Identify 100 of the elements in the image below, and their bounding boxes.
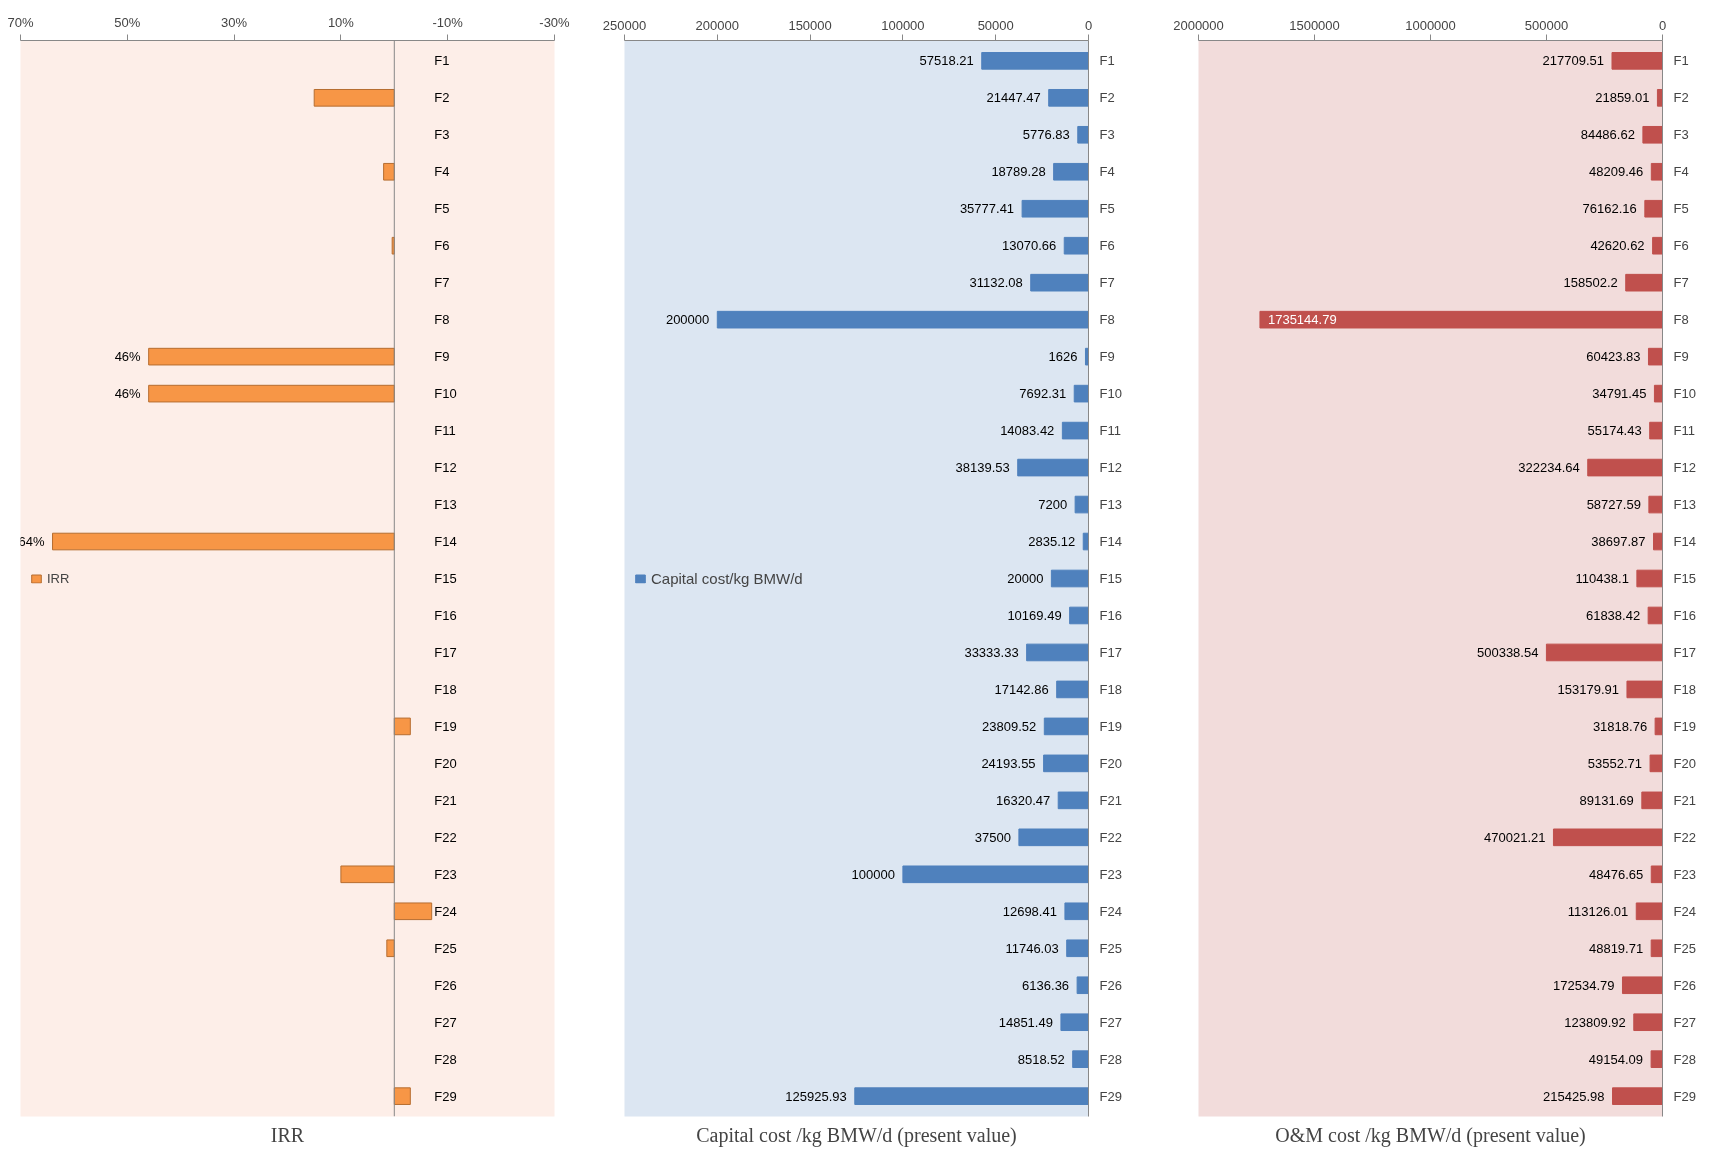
bar bbox=[313, 88, 395, 107]
bar bbox=[1650, 162, 1663, 181]
bar bbox=[1633, 1013, 1663, 1032]
y-tick-label: F1 bbox=[1099, 53, 1115, 69]
data-label: 53552.71 bbox=[1587, 755, 1643, 771]
y-tick-label: F29 bbox=[1099, 1088, 1122, 1104]
bar bbox=[1650, 939, 1663, 958]
data-label: 470021.21 bbox=[1484, 829, 1546, 845]
bar bbox=[1656, 88, 1663, 107]
x-tick-label: 0 bbox=[1658, 17, 1667, 33]
y-tick-label: F1 bbox=[1673, 53, 1689, 69]
data-label: 5776.83 bbox=[1022, 127, 1070, 143]
bar bbox=[386, 939, 395, 958]
x-tick-label: 30% bbox=[221, 14, 248, 30]
data-label: 20000 bbox=[1007, 571, 1044, 586]
bar bbox=[1647, 347, 1663, 366]
y-tick-label: F25 bbox=[1099, 940, 1122, 956]
y-tick-label: F4 bbox=[434, 164, 450, 180]
data-label: 24193.55 bbox=[981, 755, 1036, 771]
x-tick-label: 0 bbox=[1084, 17, 1093, 33]
data-label: 35777.41 bbox=[959, 201, 1015, 217]
x-axis-title: IRR bbox=[270, 1123, 305, 1146]
data-label: 10169.49 bbox=[1007, 607, 1062, 623]
y-tick-label: F22 bbox=[434, 829, 457, 845]
y-tick-label: F27 bbox=[1099, 1014, 1122, 1030]
y-tick-label: F28 bbox=[1099, 1051, 1122, 1067]
data-label: 11746.03 bbox=[1005, 940, 1059, 956]
x-tick-label: 100000 bbox=[881, 17, 925, 33]
bar bbox=[1649, 421, 1663, 440]
y-tick-label: F26 bbox=[1673, 977, 1696, 993]
y-tick-label: F17 bbox=[434, 644, 457, 660]
data-label: 48476.65 bbox=[1589, 866, 1644, 882]
legend-label: Capital cost/kg BMW/d bbox=[651, 569, 803, 587]
bar bbox=[340, 865, 395, 884]
x-tick-label: -30% bbox=[539, 14, 571, 30]
x-tick-label: 70% bbox=[7, 14, 34, 30]
bar bbox=[1077, 125, 1089, 144]
data-label: 42620.62 bbox=[1590, 238, 1645, 254]
data-label: 58727.59 bbox=[1586, 497, 1641, 513]
y-tick-label: F25 bbox=[434, 940, 457, 956]
bar bbox=[1043, 717, 1089, 736]
data-label: 57518.21 bbox=[919, 53, 974, 69]
bar bbox=[1076, 976, 1089, 995]
y-tick-label: F5 bbox=[1673, 201, 1689, 217]
y-tick-label: F12 bbox=[1673, 460, 1696, 476]
bar bbox=[1653, 384, 1663, 403]
data-label: 7692.31 bbox=[1019, 386, 1067, 402]
y-tick-label: F3 bbox=[1673, 127, 1689, 143]
data-label: 1735144.79 bbox=[1267, 312, 1337, 328]
data-label: 13070.66 bbox=[1002, 238, 1057, 254]
x-tick-label: -10% bbox=[432, 14, 464, 30]
bar bbox=[1061, 421, 1089, 440]
y-tick-label: F13 bbox=[1673, 497, 1696, 513]
x-tick-label: 1500000 bbox=[1289, 17, 1340, 33]
y-tick-label: F5 bbox=[434, 201, 450, 217]
y-tick-label: F8 bbox=[1099, 312, 1115, 328]
bar bbox=[1587, 458, 1663, 477]
data-label: 61838.42 bbox=[1585, 607, 1641, 623]
x-tick-label: 50000 bbox=[977, 17, 1014, 33]
y-tick-label: F8 bbox=[434, 312, 450, 328]
y-tick-label: F26 bbox=[1099, 977, 1122, 993]
y-tick-label: F3 bbox=[1099, 127, 1115, 143]
bar bbox=[1635, 902, 1663, 921]
data-label: 38139.53 bbox=[955, 460, 1010, 476]
y-tick-label: F20 bbox=[1673, 755, 1696, 771]
bar bbox=[1064, 902, 1089, 921]
data-label: 14851.49 bbox=[998, 1014, 1053, 1030]
bar bbox=[1069, 606, 1089, 625]
y-tick-label: F11 bbox=[1673, 423, 1695, 439]
data-label: 46% bbox=[114, 386, 142, 402]
y-tick-label: F10 bbox=[1673, 386, 1696, 402]
bar bbox=[854, 1087, 1089, 1105]
y-tick-label: F10 bbox=[1099, 386, 1122, 402]
bar bbox=[1030, 273, 1089, 292]
y-tick-label: F21 bbox=[1673, 792, 1696, 808]
data-label: 322234.64 bbox=[1518, 460, 1580, 476]
y-tick-label: F22 bbox=[1673, 829, 1696, 845]
y-tick-label: F4 bbox=[1099, 164, 1115, 180]
bar bbox=[1612, 1087, 1663, 1105]
y-tick-label: F24 bbox=[1099, 903, 1122, 919]
y-tick-label: F9 bbox=[1099, 349, 1115, 365]
data-label: 12698.41 bbox=[1002, 903, 1057, 919]
data-label: 500338.54 bbox=[1476, 644, 1539, 660]
bar bbox=[1259, 310, 1663, 329]
data-label: 8518.52 bbox=[1017, 1051, 1065, 1067]
y-tick-label: F12 bbox=[1099, 460, 1122, 476]
data-label: 16320.47 bbox=[995, 792, 1051, 808]
data-label: 215425.98 bbox=[1543, 1088, 1605, 1104]
bar bbox=[393, 717, 411, 736]
data-label: 49154.09 bbox=[1588, 1051, 1644, 1067]
y-tick-label: F23 bbox=[1099, 866, 1122, 882]
y-tick-label: F25 bbox=[1673, 940, 1696, 956]
bar bbox=[1056, 680, 1089, 699]
data-label: 31132.08 bbox=[969, 275, 1023, 291]
bar bbox=[1545, 643, 1663, 662]
y-tick-label: F2 bbox=[434, 90, 450, 106]
data-label: 158502.2 bbox=[1563, 275, 1618, 291]
y-tick-label: F12 bbox=[434, 460, 457, 476]
data-label: 14083.42 bbox=[1000, 423, 1055, 439]
y-tick-label: F27 bbox=[1673, 1014, 1696, 1030]
